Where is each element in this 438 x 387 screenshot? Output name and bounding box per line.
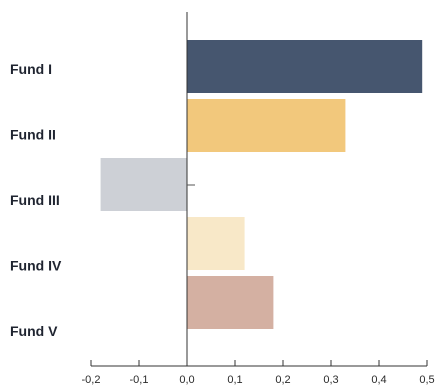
category-labels: Fund I Fund II Fund III Fund IV Fund V	[10, 61, 62, 339]
category-label: Fund IV	[10, 258, 62, 274]
x-tick-label: 0,2	[275, 374, 290, 386]
category-label: Fund I	[10, 61, 52, 77]
bar-fund-iv	[187, 217, 245, 270]
category-label: Fund III	[10, 192, 60, 208]
x-tick-label: -0,2	[82, 374, 101, 386]
x-tick-label: 0,5	[419, 374, 434, 386]
x-tick-label: 0,3	[323, 374, 338, 386]
x-tick-label: 0,0	[179, 374, 194, 386]
bar-fund-i	[187, 40, 423, 93]
x-tick-label: 0,1	[227, 374, 242, 386]
category-label: Fund V	[10, 323, 58, 339]
bar-fund-v	[187, 276, 274, 329]
x-tick-label: -0,1	[130, 374, 149, 386]
x-axis: -0,2 -0,1 0,0 0,1 0,2 0,3 0,4 0,5	[82, 360, 435, 386]
bars-group	[100, 40, 423, 329]
bar-fund-ii	[187, 99, 346, 152]
category-label: Fund II	[10, 127, 56, 143]
x-tick-label: 0,4	[371, 374, 386, 386]
bar-fund-iii	[100, 158, 187, 211]
